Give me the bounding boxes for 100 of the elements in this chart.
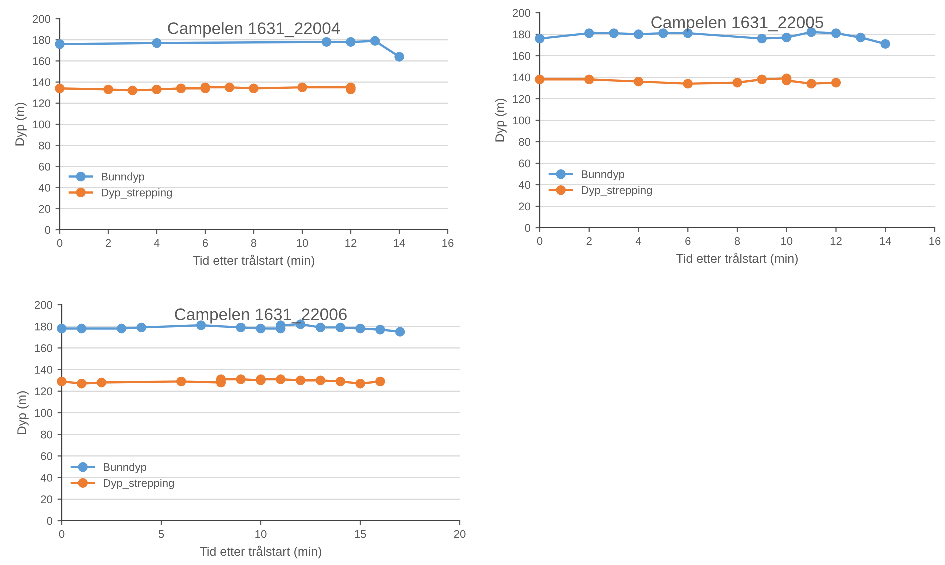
- y-tick-label: 60: [39, 162, 51, 171]
- legend-label: Dyp_strepping: [104, 479, 174, 490]
- y-tick-label: 100: [513, 116, 531, 125]
- point: [346, 37, 356, 48]
- point: [376, 324, 386, 335]
- point: [370, 36, 380, 46]
- y-tick-label: 200: [34, 301, 53, 310]
- point: [757, 74, 768, 85]
- x-tick-label: 10: [297, 239, 308, 248]
- y-tick-label: 140: [513, 74, 531, 82]
- y-tick-label: 100: [35, 409, 53, 418]
- point: [584, 28, 594, 38]
- x-tick-label: 10: [256, 530, 267, 538]
- y-tick-label: 0: [525, 224, 531, 232]
- y-tick-label: 20: [39, 205, 51, 214]
- point: [856, 32, 866, 43]
- y-tick-label: 0: [47, 517, 53, 526]
- point: [296, 376, 306, 386]
- point: [584, 74, 594, 85]
- y-tick-label: 60: [41, 452, 53, 460]
- chart-title: Campelen 1631_22006: [175, 308, 347, 324]
- y-tick-label: 60: [519, 160, 531, 168]
- x-tick-label: 6: [202, 239, 208, 248]
- y-axis-title: Dyp (m): [495, 99, 507, 142]
- y-tick-label: 180: [35, 322, 53, 331]
- x-tick-label: 20: [454, 530, 466, 538]
- chart-title: Campelen 1631_22004: [168, 22, 340, 38]
- point: [77, 324, 87, 334]
- point: [176, 84, 186, 94]
- point: [256, 324, 266, 334]
- point: [394, 52, 404, 62]
- point: [356, 324, 366, 334]
- point: [249, 84, 259, 94]
- y-tick-label: 120: [33, 100, 51, 108]
- y-tick-label: 120: [35, 388, 53, 396]
- point: [806, 79, 816, 89]
- point: [104, 84, 114, 95]
- point: [376, 376, 386, 387]
- point: [336, 376, 346, 387]
- x-tick-label: 14: [880, 237, 892, 246]
- y-tick-label: 160: [35, 344, 53, 352]
- point: [55, 84, 65, 94]
- x-tick-label: 4: [636, 237, 642, 246]
- y-tick-label: 120: [513, 95, 531, 104]
- y-axis-title: Dyp (m): [15, 103, 27, 146]
- x-tick-label: 0: [59, 530, 65, 538]
- x-tick-label: 16: [442, 239, 454, 248]
- point: [634, 76, 644, 87]
- x-axis-title: Tid etter trålstart (min): [200, 546, 322, 559]
- point: [831, 78, 842, 88]
- legend-label: Dyp_strepping: [582, 186, 652, 196]
- point: [782, 32, 792, 43]
- x-axis-title: Tid etter trålstart (min): [193, 254, 314, 268]
- y-tick-label: 0: [45, 226, 51, 234]
- x-tick-label: 2: [106, 239, 112, 248]
- y-tick-label: 40: [40, 474, 53, 482]
- point: [535, 34, 545, 44]
- point: [152, 38, 162, 48]
- point: [757, 34, 768, 44]
- y-axis-title: Dyp (m): [17, 392, 29, 434]
- point: [276, 374, 286, 384]
- y-tick-label: 180: [33, 36, 51, 44]
- point: [298, 82, 308, 92]
- x-tick-label: 10: [782, 237, 793, 246]
- y-tick-label: 80: [519, 138, 531, 146]
- y-tick-label: 200: [32, 15, 51, 24]
- point: [96, 378, 107, 388]
- x-tick-label: 15: [355, 530, 366, 538]
- point: [634, 30, 644, 40]
- y-tick-label: 160: [33, 57, 51, 66]
- point: [128, 86, 138, 96]
- legend-label: Dyp_strepping: [102, 188, 172, 199]
- x-tick-label: 8: [251, 239, 257, 248]
- point: [683, 79, 693, 89]
- point: [535, 74, 545, 85]
- point: [609, 28, 619, 38]
- y-tick-label: 20: [519, 202, 531, 211]
- point: [57, 376, 67, 387]
- x-tick-label: 12: [830, 237, 842, 246]
- y-tick-label: 200: [512, 9, 531, 18]
- y-tick-label: 160: [513, 52, 531, 60]
- y-tick-label: 40: [518, 181, 531, 190]
- legend-label: Bunndyp: [582, 170, 625, 181]
- y-tick-label: 180: [513, 30, 531, 39]
- point: [136, 322, 146, 333]
- y-tick-label: 20: [41, 496, 53, 504]
- point: [176, 376, 186, 387]
- point: [880, 39, 890, 50]
- point: [732, 78, 742, 88]
- point: [224, 82, 235, 92]
- point: [316, 376, 326, 386]
- y-tick-label: 140: [33, 78, 51, 86]
- point: [236, 374, 246, 384]
- y-tick-label: 40: [38, 184, 51, 192]
- point: [77, 378, 87, 389]
- x-axis-title: Tid etter trålstart (min): [676, 252, 798, 266]
- x-tick-label: 0: [537, 237, 543, 246]
- y-tick-label: 140: [35, 366, 53, 374]
- point: [831, 28, 842, 38]
- point: [395, 327, 406, 337]
